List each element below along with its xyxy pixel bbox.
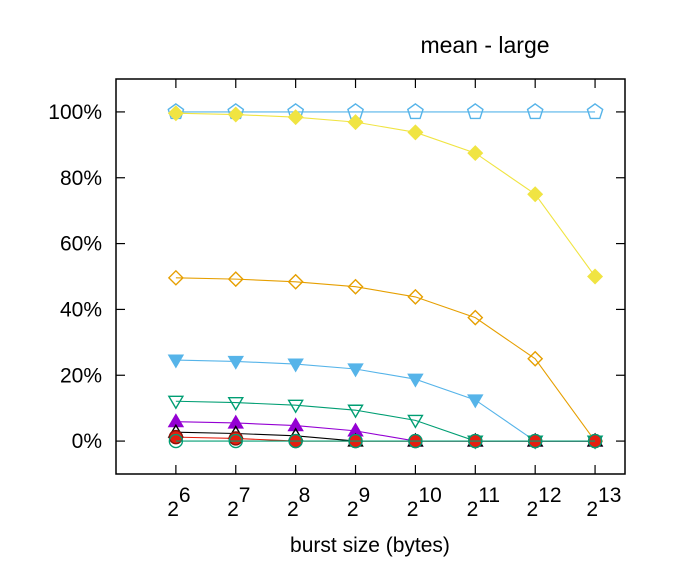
- data-point: [407, 414, 424, 429]
- x-tick-label-exponent: 12: [538, 484, 561, 507]
- y-tick-label: 80%: [60, 167, 102, 190]
- data-point: [347, 278, 364, 295]
- data-point: [167, 105, 184, 122]
- data-point: [228, 433, 243, 449]
- data-point: [587, 433, 603, 449]
- x-tick-label-base: 2: [287, 498, 299, 521]
- data-point: [467, 145, 484, 162]
- x-tick-label-exponent: 11: [478, 484, 500, 507]
- x-tick-label: 26: [167, 484, 190, 521]
- data-point: [287, 417, 304, 432]
- x-tick-label: 211: [467, 484, 501, 521]
- data-point: [526, 103, 544, 120]
- x-tick-label-base: 2: [526, 498, 538, 521]
- data-point: [527, 433, 543, 449]
- data-point: [347, 114, 364, 131]
- x-tick-label-exponent: 7: [239, 484, 251, 507]
- series-line: [175, 112, 596, 277]
- data-point: [168, 429, 184, 445]
- x-tick-label-base: 2: [467, 498, 479, 521]
- x-tick-label-exponent: 10: [418, 484, 441, 507]
- data-point: [347, 404, 364, 419]
- x-tick-label-exponent: 9: [359, 484, 371, 507]
- y-tick-label: 60%: [60, 233, 102, 256]
- data-point: [167, 354, 185, 369]
- y-tick-label: 100%: [48, 101, 102, 124]
- data-point: [167, 395, 185, 410]
- x-tick-label: 27: [227, 484, 250, 521]
- data-point: [347, 363, 364, 378]
- data-point: [168, 433, 184, 449]
- x-tick-label-exponent: 8: [299, 484, 311, 507]
- data-point: [468, 433, 483, 449]
- data-point: [527, 350, 544, 367]
- data-point: [527, 186, 544, 203]
- plot-frame: [115, 78, 626, 475]
- data-point: [467, 394, 484, 409]
- series-layer: [167, 103, 604, 450]
- x-tick-label-base: 2: [227, 498, 239, 521]
- data-point: [227, 396, 244, 411]
- data-point: [348, 433, 363, 449]
- series-2: [167, 105, 604, 285]
- x-axis-title: burst size (bytes): [290, 534, 450, 557]
- x-tick-label-exponent: 13: [598, 484, 621, 507]
- data-point: [466, 103, 484, 120]
- data-point: [287, 399, 304, 414]
- series-9: [168, 433, 603, 449]
- series-8: [168, 429, 603, 449]
- y-tick-label: 40%: [60, 298, 102, 321]
- x-tick-label-base: 2: [407, 498, 419, 521]
- x-tick-label-base: 2: [167, 498, 179, 521]
- x-tick-label-exponent: 6: [179, 484, 191, 507]
- x-tick-label: 213: [586, 484, 621, 521]
- data-point: [227, 271, 244, 288]
- data-point: [406, 103, 424, 120]
- data-point: [467, 309, 484, 326]
- data-point: [227, 106, 244, 123]
- data-point: [287, 273, 304, 290]
- data-point: [408, 433, 423, 449]
- data-point: [227, 355, 244, 370]
- y-axis: 0% 20% 40% 60% 80% 100%: [48, 101, 625, 453]
- x-tick-label: 210: [407, 484, 442, 521]
- data-point: [287, 358, 304, 373]
- data-point: [167, 269, 184, 286]
- x-tick-label-base: 2: [347, 498, 359, 521]
- data-point: [407, 124, 424, 141]
- x-tick-label: 29: [347, 484, 370, 521]
- x-tick-label: 212: [526, 484, 561, 521]
- y-tick-label: 0%: [72, 430, 102, 453]
- data-point: [407, 288, 424, 305]
- data-point: [407, 373, 424, 388]
- data-point: [586, 103, 604, 120]
- x-tick-label: 28: [287, 484, 310, 521]
- x-tick-label-base: 2: [586, 498, 598, 521]
- data-point: [287, 109, 304, 126]
- series-line: [175, 277, 596, 442]
- data-point: [288, 433, 303, 449]
- data-point: [587, 268, 604, 285]
- chart-title: mean - large: [420, 32, 549, 58]
- series-line: [175, 359, 596, 442]
- y-tick-label: 20%: [60, 364, 102, 387]
